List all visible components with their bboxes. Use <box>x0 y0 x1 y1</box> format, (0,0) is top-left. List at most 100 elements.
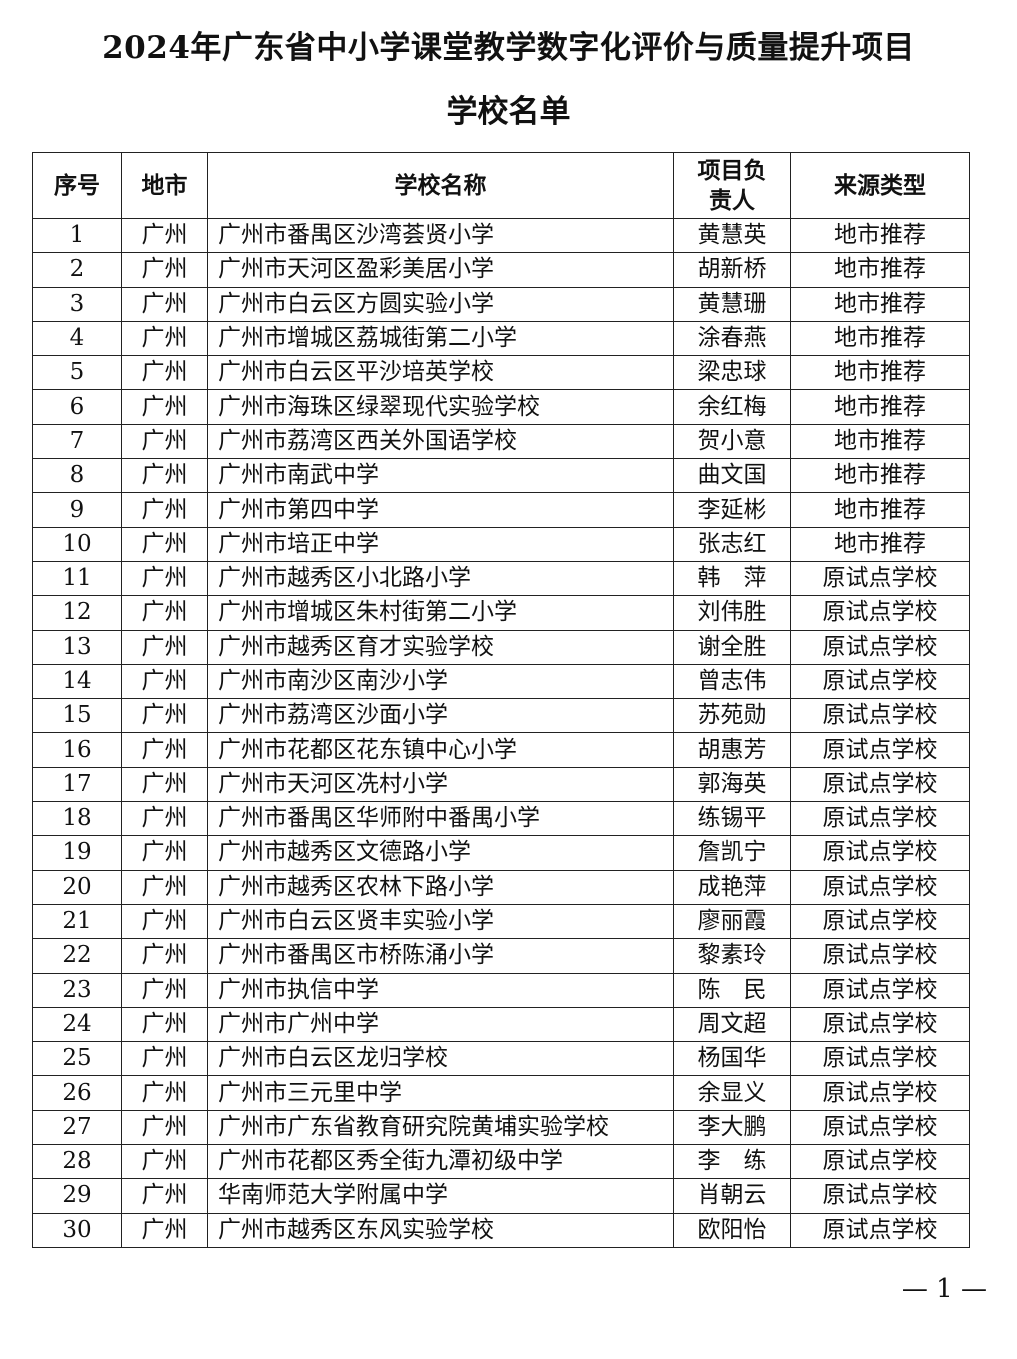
cell-city: 广州 <box>121 526 208 562</box>
cell-index: 1 <box>32 217 122 254</box>
table-row: 5 广州 广州市白云区平沙培英学校 梁忠球 地市推荐 <box>32 355 970 391</box>
cell-source-type: 原试点学校 <box>790 801 970 837</box>
cell-source-type: 原试点学校 <box>790 1212 970 1248</box>
table-row: 17 广州 广州市天河区冼村小学 郭海英 原试点学校 <box>32 766 970 803</box>
cell-source-type: 原试点学校 <box>790 835 970 871</box>
cell-index: 15 <box>32 698 122 734</box>
table-row: 29 广州 华南师范大学附属中学 肖朝云 原试点学校 <box>32 1178 970 1214</box>
cell-school-name: 广州市培正中学 <box>207 526 674 562</box>
cell-city: 广州 <box>121 1109 208 1146</box>
cell-index: 11 <box>32 560 122 597</box>
cell-lead: 李 练 <box>673 1144 791 1180</box>
table-row: 27 广州 广州市广东省教育研究院黄埔实验学校 李大鹏 原试点学校 <box>32 1109 970 1146</box>
cell-city: 广州 <box>121 629 208 665</box>
cell-source-type: 原试点学校 <box>790 1178 970 1214</box>
cell-source-type: 地市推荐 <box>790 355 970 391</box>
header-school-name: 学校名称 <box>207 152 674 219</box>
table-row: 9 广州 广州市第四中学 李延彬 地市推荐 <box>32 492 970 528</box>
table-row: 2 广州 广州市天河区盈彩美居小学 胡新桥 地市推荐 <box>32 252 970 288</box>
cell-school-name: 广州市花都区花东镇中心小学 <box>207 732 674 768</box>
page-number: — 1 — <box>901 1274 987 1304</box>
school-list-table: 序号 地市 学校名称 项目负责人 来源类型 1 广州 广州市番禺区沙湾荟贤小学 黄慧英… <box>32 152 970 1248</box>
cell-index: 12 <box>32 595 122 631</box>
cell-lead: 廖丽霞 <box>673 903 791 940</box>
cell-city: 广州 <box>121 835 208 871</box>
table-row: 4 广州 广州市增城区荔城街第二小学 涂春燕 地市推荐 <box>32 320 970 357</box>
cell-city: 广州 <box>121 423 208 460</box>
cell-lead: 郭海英 <box>673 766 791 803</box>
cell-lead: 谢全胜 <box>673 629 791 665</box>
cell-school-name: 广州市白云区方圆实验小学 <box>207 286 674 322</box>
table-row: 18 广州 广州市番禺区华师附中番禺小学 练锡平 原试点学校 <box>32 801 970 837</box>
cell-city: 广州 <box>121 663 208 700</box>
cell-school-name: 广州市番禺区沙湾荟贤小学 <box>207 217 674 254</box>
cell-school-name: 广州市越秀区农林下路小学 <box>207 869 674 905</box>
cell-source-type: 原试点学校 <box>790 732 970 768</box>
cell-index: 22 <box>32 938 122 974</box>
cell-school-name: 广州市越秀区东风实验学校 <box>207 1212 674 1248</box>
cell-source-type: 原试点学校 <box>790 698 970 734</box>
cell-index: 23 <box>32 972 122 1008</box>
table-row: 15 广州 广州市荔湾区沙面小学 苏苑勋 原试点学校 <box>32 698 970 734</box>
cell-city: 广州 <box>121 389 208 425</box>
cell-lead: 李大鹏 <box>673 1109 791 1146</box>
cell-city: 广州 <box>121 492 208 528</box>
cell-index: 10 <box>32 526 122 562</box>
table-row: 25 广州 广州市白云区龙归学校 杨国华 原试点学校 <box>32 1041 970 1077</box>
cell-city: 广州 <box>121 938 208 974</box>
cell-school-name: 广州市南沙区南沙小学 <box>207 663 674 700</box>
cell-index: 9 <box>32 492 122 528</box>
cell-lead: 杨国华 <box>673 1041 791 1077</box>
cell-source-type: 原试点学校 <box>790 1075 970 1111</box>
cell-source-type: 原试点学校 <box>790 663 970 700</box>
table-row: 8 广州 广州市南武中学 曲文国 地市推荐 <box>32 458 970 494</box>
cell-index: 4 <box>32 320 122 357</box>
cell-school-name: 广州市广州中学 <box>207 1006 674 1043</box>
cell-source-type: 原试点学校 <box>790 629 970 665</box>
table-row: 14 广州 广州市南沙区南沙小学 曾志伟 原试点学校 <box>32 663 970 700</box>
cell-school-name: 广州市番禺区华师附中番禺小学 <box>207 801 674 837</box>
cell-index: 13 <box>32 629 122 665</box>
table-row: 23 广州 广州市执信中学陈 民原试点学校 <box>32 972 970 1008</box>
cell-city: 广州 <box>121 972 208 1008</box>
cell-school-name: 广州市天河区盈彩美居小学 <box>207 252 674 288</box>
cell-school-name: 华南师范大学附属中学 <box>207 1178 674 1214</box>
cell-lead: 李延彬 <box>673 492 791 528</box>
cell-city: 广州 <box>121 1178 208 1214</box>
cell-index: 17 <box>32 766 122 803</box>
cell-index: 27 <box>32 1109 122 1146</box>
table-row: 16 广州 广州市花都区花东镇中心小学 胡惠芳 原试点学校 <box>32 732 970 768</box>
cell-index: 30 <box>32 1212 122 1248</box>
table-row: 10 广州 广州市培正中学 张志红 地市推荐 <box>32 526 970 562</box>
cell-lead: 黄慧英 <box>673 217 791 254</box>
cell-index: 24 <box>32 1006 122 1043</box>
cell-source-type: 原试点学校 <box>790 766 970 803</box>
table-row: 3 广州 广州市白云区方圆实验小学 黄慧珊 地市推荐 <box>32 286 970 322</box>
cell-city: 广州 <box>121 320 208 357</box>
cell-source-type: 原试点学校 <box>790 938 970 974</box>
cell-source-type: 原试点学校 <box>790 1006 970 1043</box>
table-row: 7 广州 广州市荔湾区西关外国语学校 贺小意 地市推荐 <box>32 423 970 460</box>
cell-city: 广州 <box>121 458 208 494</box>
cell-source-type: 地市推荐 <box>790 423 970 460</box>
cell-school-name: 广州市执信中学 <box>207 972 674 1008</box>
cell-city: 广州 <box>121 1006 208 1043</box>
cell-school-name: 广州市白云区平沙培英学校 <box>207 355 674 391</box>
cell-school-name: 广州市荔湾区西关外国语学校 <box>207 423 674 460</box>
cell-lead: 曲文国 <box>673 458 791 494</box>
table-row: 11 广州 广州市越秀区小北路小学韩 萍原试点学校 <box>32 560 970 597</box>
cell-source-type: 地市推荐 <box>790 458 970 494</box>
cell-lead: 刘伟胜 <box>673 595 791 631</box>
table-row: 22 广州 广州市番禺区市桥陈涌小学 黎素玲 原试点学校 <box>32 938 970 974</box>
cell-lead: 余红梅 <box>673 389 791 425</box>
cell-school-name: 广州市荔湾区沙面小学 <box>207 698 674 734</box>
cell-lead: 胡新桥 <box>673 252 791 288</box>
cell-index: 26 <box>32 1075 122 1111</box>
cell-source-type: 原试点学校 <box>790 1109 970 1146</box>
header-index: 序号 <box>32 152 122 219</box>
cell-index: 3 <box>32 286 122 322</box>
cell-city: 广州 <box>121 1075 208 1111</box>
cell-city: 广州 <box>121 1041 208 1077</box>
header-source-type: 来源类型 <box>790 152 970 219</box>
cell-lead: 曾志伟 <box>673 663 791 700</box>
